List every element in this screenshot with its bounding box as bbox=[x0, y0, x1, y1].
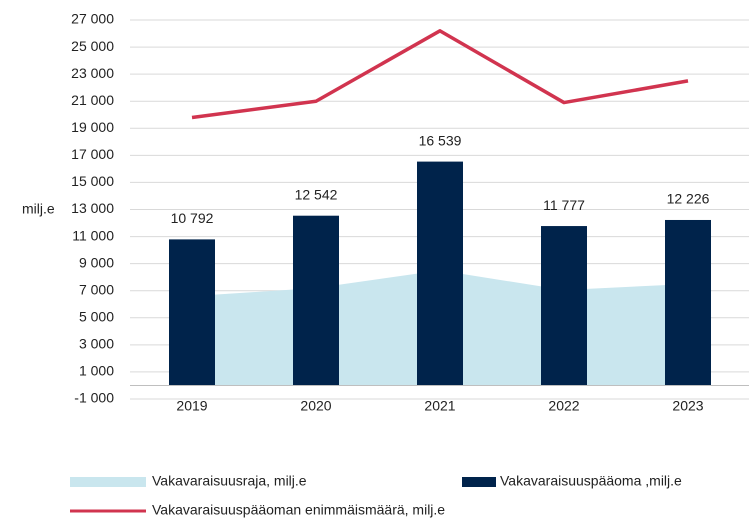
x-tick-label: 2021 bbox=[424, 398, 455, 414]
x-tick-label: 2022 bbox=[548, 398, 579, 414]
y-tick-label: 17 000 bbox=[71, 146, 114, 162]
legend-label: Vakavaraisuusraja, milj.e bbox=[152, 473, 307, 489]
legend-swatch bbox=[70, 477, 146, 487]
y-tick-label: 1 000 bbox=[79, 363, 114, 379]
data-label: 12 226 bbox=[667, 191, 710, 207]
y-tick-label: 27 000 bbox=[71, 11, 114, 27]
y-tick-label: 5 000 bbox=[79, 308, 114, 324]
y-tick-label: 19 000 bbox=[71, 119, 114, 135]
y-tick-label: 9 000 bbox=[79, 254, 114, 270]
y-tick-label: 25 000 bbox=[71, 38, 114, 54]
y-tick-label: -1 000 bbox=[74, 390, 114, 406]
y-tick-label: 7 000 bbox=[79, 281, 114, 297]
y-tick-label: 21 000 bbox=[71, 92, 114, 108]
data-label: 10 792 bbox=[171, 210, 214, 226]
bar bbox=[169, 239, 215, 386]
data-label: 11 777 bbox=[543, 197, 585, 213]
data-label: 12 542 bbox=[295, 186, 338, 202]
y-tick-label: 3 000 bbox=[79, 336, 114, 352]
bar bbox=[293, 215, 339, 386]
bar bbox=[541, 226, 587, 386]
y-tick-label: 15 000 bbox=[71, 173, 114, 189]
y-tick-label: 11 000 bbox=[72, 227, 114, 243]
y-axis-label: milj.e bbox=[22, 201, 55, 217]
bar bbox=[665, 219, 711, 386]
y-tick-label: 13 000 bbox=[71, 200, 114, 216]
legend-label: Vakavaraisuuspääoma ,milj.e bbox=[500, 473, 682, 489]
x-tick-label: 2023 bbox=[672, 398, 703, 414]
y-tick-label: 23 000 bbox=[71, 65, 114, 81]
x-tick-label: 2019 bbox=[176, 398, 207, 414]
legend-swatch bbox=[462, 477, 496, 487]
line bbox=[191, 29, 689, 120]
legend-label: Vakavaraisuuspääoman enimmäismäärä, milj… bbox=[152, 502, 445, 518]
bar bbox=[417, 161, 463, 386]
data-label: 16 539 bbox=[419, 132, 462, 148]
x-tick-label: 2020 bbox=[300, 398, 331, 414]
